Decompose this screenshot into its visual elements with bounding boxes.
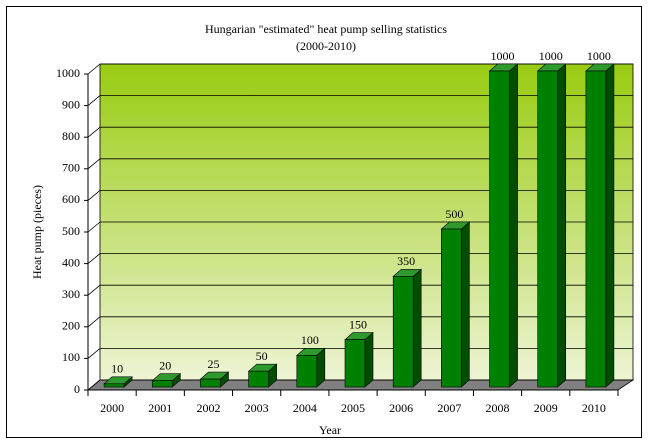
bar	[103, 383, 125, 388]
x-axis-label: Year	[319, 423, 341, 437]
y-tick-label: 700	[62, 161, 80, 175]
x-tick-label: 2000	[100, 401, 124, 415]
x-tick-label: 2005	[341, 401, 365, 415]
y-tick-label: 600	[62, 192, 80, 206]
grid-line-depth	[87, 379, 101, 391]
x-tick-label: 2007	[437, 401, 461, 415]
bar	[344, 339, 366, 388]
y-axis-label: Heat pump (pieces)	[30, 185, 44, 279]
x-tick-label: 2003	[245, 401, 269, 415]
x-tick-label: 2010	[582, 401, 606, 415]
bar-side	[461, 221, 470, 388]
y-tick-label: 1000	[56, 66, 80, 80]
x-tick-label: 2008	[486, 401, 510, 415]
bar	[489, 70, 510, 388]
data-label: 20	[159, 358, 171, 372]
data-label: 25	[207, 357, 219, 371]
chart-title: Hungarian "estimated" heat pump selling …	[205, 22, 447, 36]
data-label: 350	[397, 254, 415, 268]
y-tick-label: 900	[62, 97, 80, 111]
grid-line-depth	[87, 348, 101, 359]
bar-side	[364, 331, 374, 388]
bar	[248, 370, 269, 388]
x-tick-label: 2001	[148, 401, 172, 415]
bar	[537, 70, 559, 388]
data-label: 100	[301, 333, 319, 347]
bar-side	[412, 268, 422, 388]
x-tick-label: 2002	[196, 401, 220, 415]
bar	[441, 228, 462, 388]
data-label: 10	[111, 362, 123, 376]
y-tick-label: 200	[62, 319, 80, 333]
bar	[296, 355, 318, 388]
y-tick-label: 800	[62, 129, 80, 143]
bar	[151, 380, 173, 388]
data-label: 50	[256, 349, 268, 363]
grid-line-depth	[87, 95, 101, 106]
bar-side	[605, 63, 615, 388]
data-label: 1000	[539, 49, 563, 63]
x-tick-label: 2009	[534, 401, 558, 415]
bar	[200, 378, 221, 388]
data-label: 1000	[491, 49, 515, 63]
grid-line-depth	[87, 284, 101, 296]
grid-line-depth	[87, 253, 101, 264]
grid-line-depth	[87, 63, 101, 75]
x-tick-label: 2006	[389, 401, 413, 415]
y-tick-label: 100	[62, 350, 80, 364]
bar-side	[557, 63, 567, 388]
bar-side	[509, 63, 518, 388]
data-label: 500	[445, 207, 463, 221]
grid-line-depth	[87, 221, 101, 233]
grid-line-depth	[87, 126, 101, 138]
bar	[585, 70, 607, 388]
bar	[392, 276, 414, 388]
y-tick-label: 300	[62, 287, 80, 301]
y-tick-label: 500	[62, 224, 80, 238]
grid-line-depth	[87, 190, 101, 201]
y-tick-label: 400	[62, 255, 80, 269]
chart-subtitle: (2000-2010)	[296, 39, 356, 53]
data-label: 150	[349, 317, 367, 331]
x-tick-label: 2004	[293, 401, 317, 415]
data-label: 1000	[587, 49, 611, 63]
y-tick-label: 0	[74, 382, 80, 396]
grid-line-depth	[87, 158, 101, 170]
grid-line-depth	[87, 316, 101, 328]
